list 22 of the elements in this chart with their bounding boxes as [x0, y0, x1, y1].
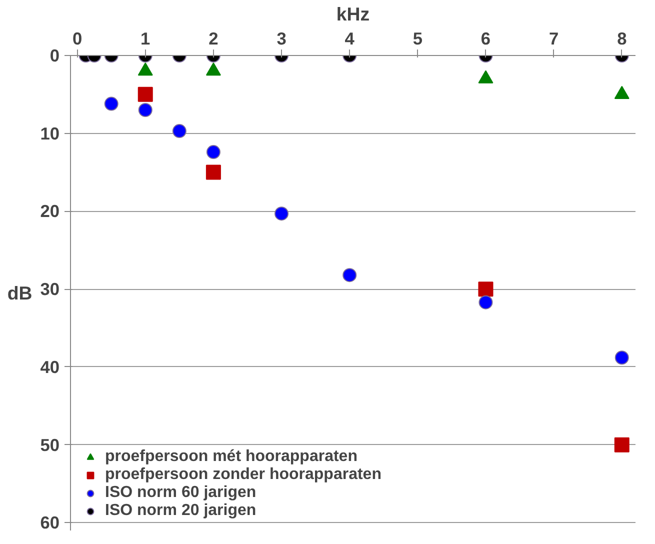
x-tick-label: 3 — [276, 28, 287, 48]
legend-label: ISO norm 20 jarigen — [105, 502, 256, 520]
y-tick-label: 10 — [40, 123, 60, 144]
x-tick-label: 7 — [548, 28, 559, 48]
x-tick-label: 5 — [412, 28, 423, 48]
x-axis-title: kHz — [336, 4, 370, 24]
y-tick-label: 30 — [40, 279, 60, 300]
x-tick-label: 2 — [208, 28, 218, 48]
y-tick-label: 20 — [40, 201, 60, 222]
y-tick-label: 60 — [40, 512, 60, 533]
y-axis-title: dB — [7, 282, 32, 304]
x-tick-label: 6 — [480, 28, 491, 48]
x-tick-label: 1 — [140, 28, 151, 48]
y-tick-label: 40 — [40, 356, 60, 377]
legend-label: ISO norm 60 jarigen — [105, 484, 256, 502]
y-tick-label: 50 — [40, 434, 60, 455]
x-tick-label: 8 — [617, 28, 628, 48]
legend-label: proefpersoon mét hoorapparaten — [105, 448, 358, 466]
y-tick-label: 0 — [50, 46, 60, 66]
legend-label: proefpersoon zonder hoorapparaten — [105, 466, 382, 484]
x-tick-label: 0 — [72, 28, 82, 48]
x-tick-label: 4 — [344, 28, 355, 48]
